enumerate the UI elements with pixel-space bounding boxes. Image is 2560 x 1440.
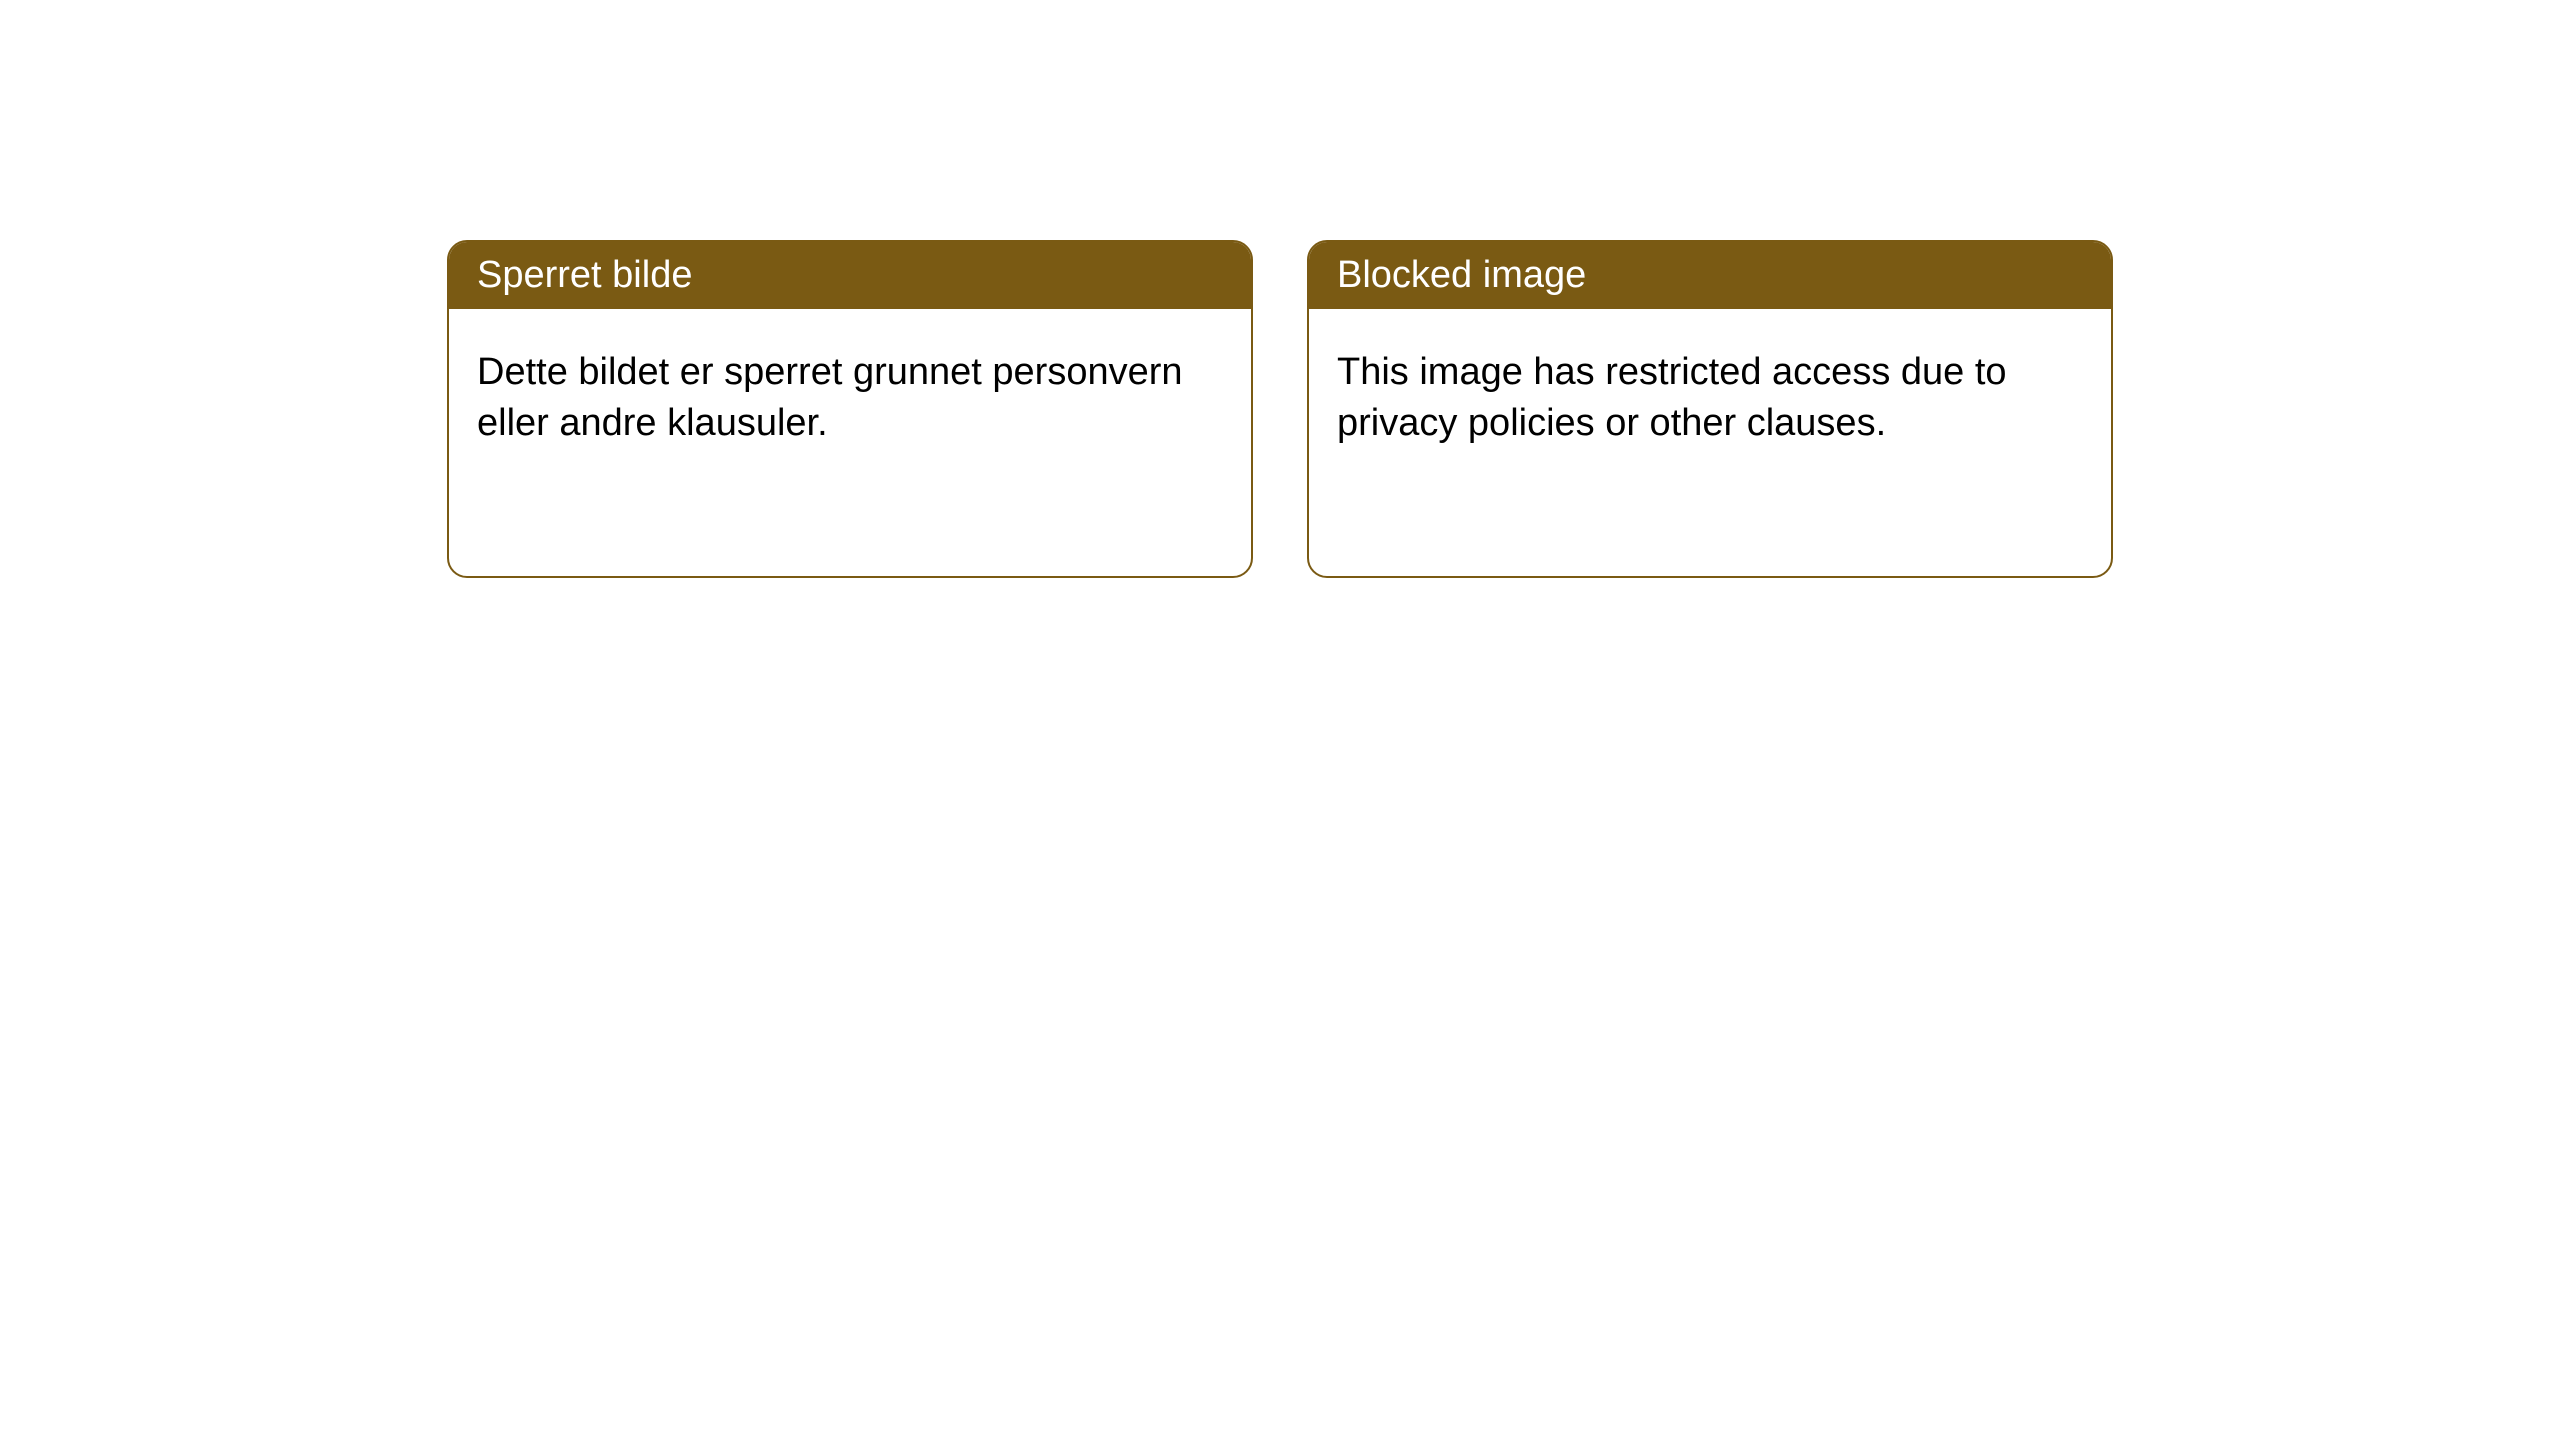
card-title: Sperret bilde <box>477 254 692 296</box>
card-body-text: This image has restricted access due to … <box>1337 351 2007 444</box>
notice-cards-container: Sperret bilde Dette bildet er sperret gr… <box>447 240 2113 578</box>
notice-card-english: Blocked image This image has restricted … <box>1307 240 2113 578</box>
card-body-text: Dette bildet er sperret grunnet personve… <box>477 351 1183 444</box>
card-body: This image has restricted access due to … <box>1309 309 2111 488</box>
card-header: Sperret bilde <box>449 242 1251 309</box>
card-title: Blocked image <box>1337 254 1586 296</box>
card-header: Blocked image <box>1309 242 2111 309</box>
notice-card-norwegian: Sperret bilde Dette bildet er sperret gr… <box>447 240 1253 578</box>
card-body: Dette bildet er sperret grunnet personve… <box>449 309 1251 488</box>
